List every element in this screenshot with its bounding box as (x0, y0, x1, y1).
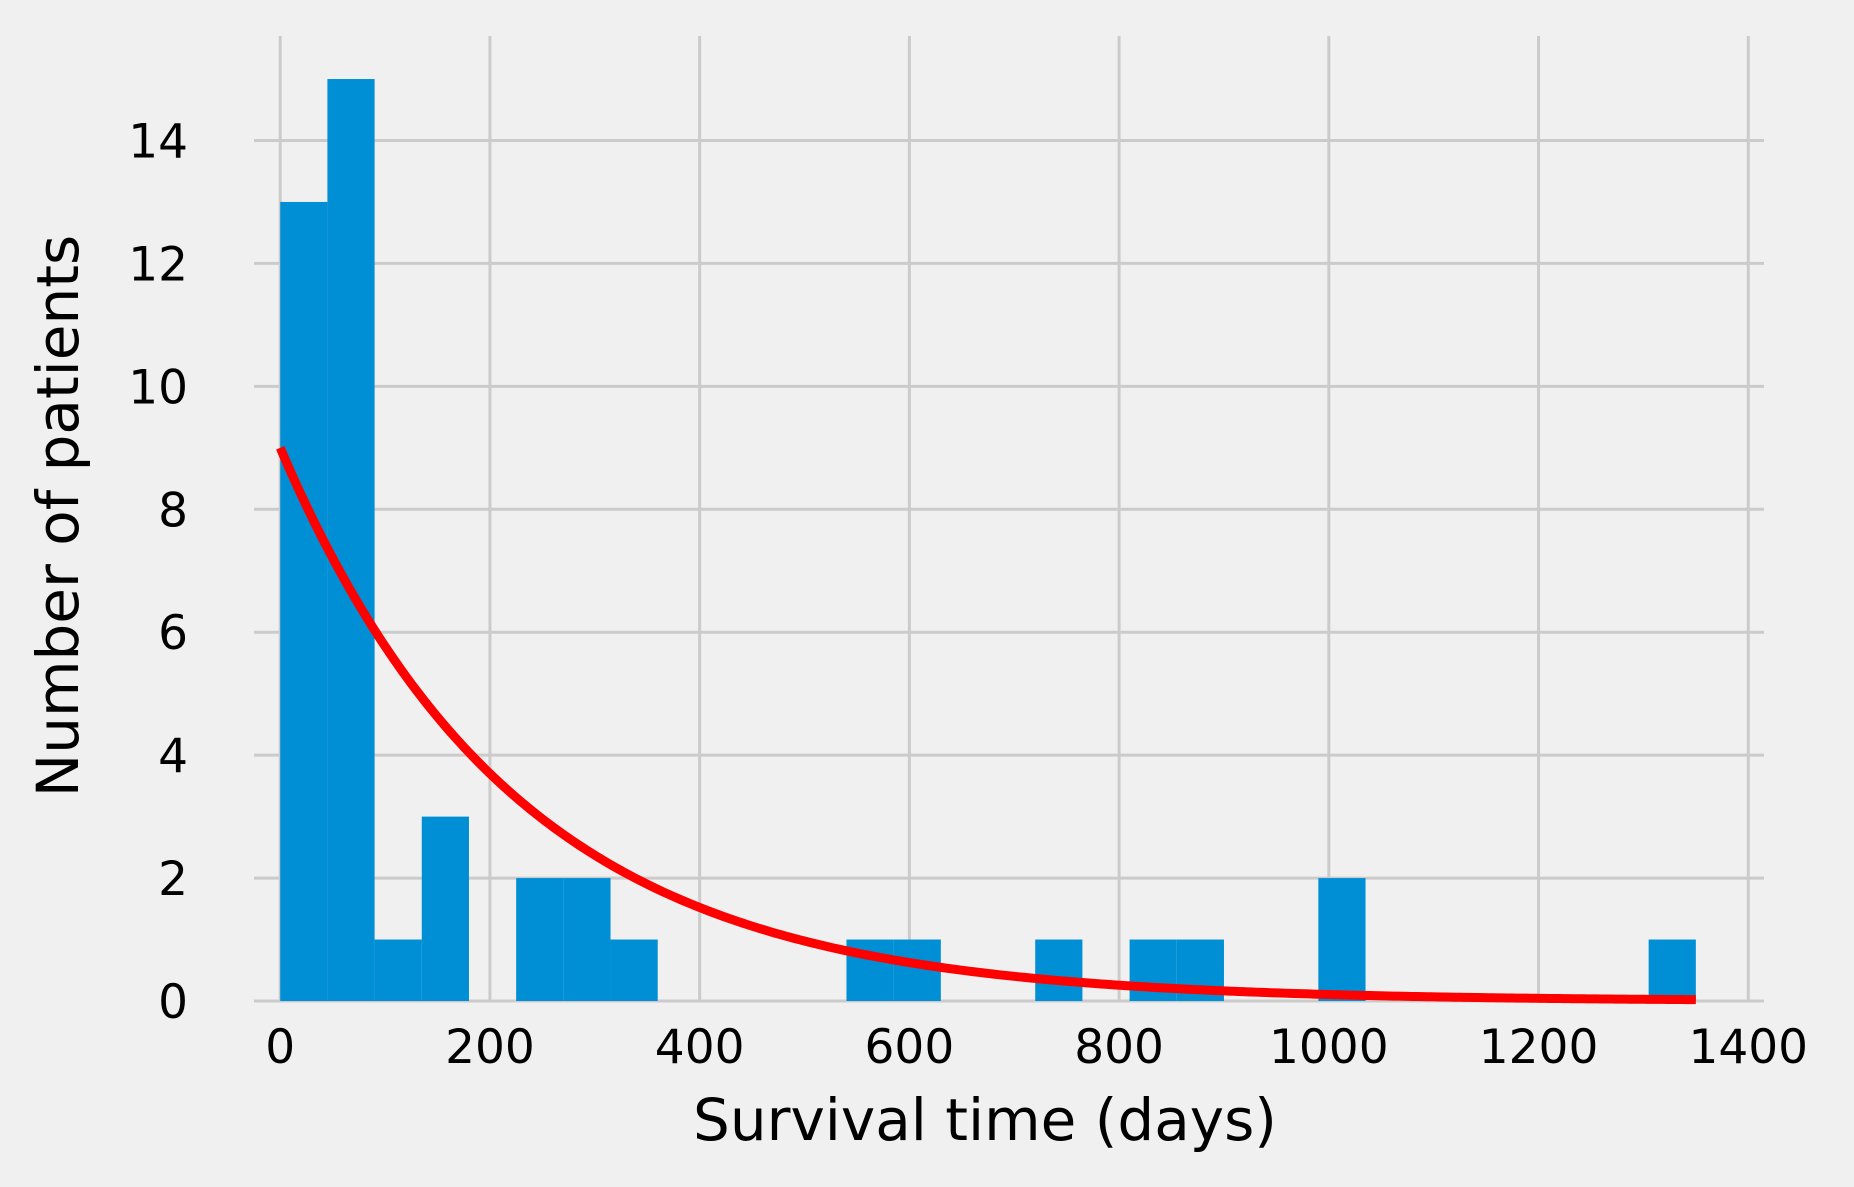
x-tick-label: 400 (655, 1020, 745, 1075)
y-tick-label: 14 (128, 114, 188, 169)
histogram-bar (327, 79, 375, 1002)
x-axis-ticks: 0 200 400 600 800 1000 1200 1400 (265, 1020, 1808, 1075)
y-tick-label: 6 (158, 606, 188, 661)
histogram-bar (516, 878, 564, 1001)
fit-curve-line (276, 446, 1696, 1005)
y-tick-label: 10 (128, 360, 188, 415)
y-tick-label: 12 (128, 237, 188, 292)
x-tick-label: 200 (445, 1020, 535, 1075)
histogram-bar (610, 939, 658, 1001)
x-tick-label: 600 (865, 1020, 955, 1075)
grid (254, 36, 1764, 1003)
x-axis-label: Survival time (days) (693, 1086, 1277, 1154)
histogram-bar (374, 939, 422, 1001)
x-tick-label: 1200 (1479, 1020, 1599, 1075)
y-axis-label: Number of patients (24, 235, 92, 797)
y-axis-ticks: 0 2 4 6 8 10 12 14 (128, 114, 188, 1030)
histogram-bar (280, 201, 328, 1001)
histogram-bar (1318, 878, 1366, 1001)
fit-curve (276, 446, 1696, 1005)
y-tick-label: 0 (158, 975, 188, 1030)
y-tick-label: 2 (158, 852, 188, 907)
x-tick-label: 1000 (1269, 1020, 1389, 1075)
x-tick-label: 0 (265, 1020, 295, 1075)
x-tick-label: 1400 (1688, 1020, 1808, 1075)
histogram-bar (421, 816, 469, 1001)
histogram-bars (280, 79, 1696, 1002)
y-tick-label: 8 (158, 483, 188, 538)
histogram-bar (563, 878, 611, 1001)
x-tick-label: 800 (1074, 1020, 1164, 1075)
histogram-bar (1035, 939, 1083, 1001)
y-tick-label: 4 (158, 729, 188, 784)
histogram-bar (1648, 939, 1696, 1001)
